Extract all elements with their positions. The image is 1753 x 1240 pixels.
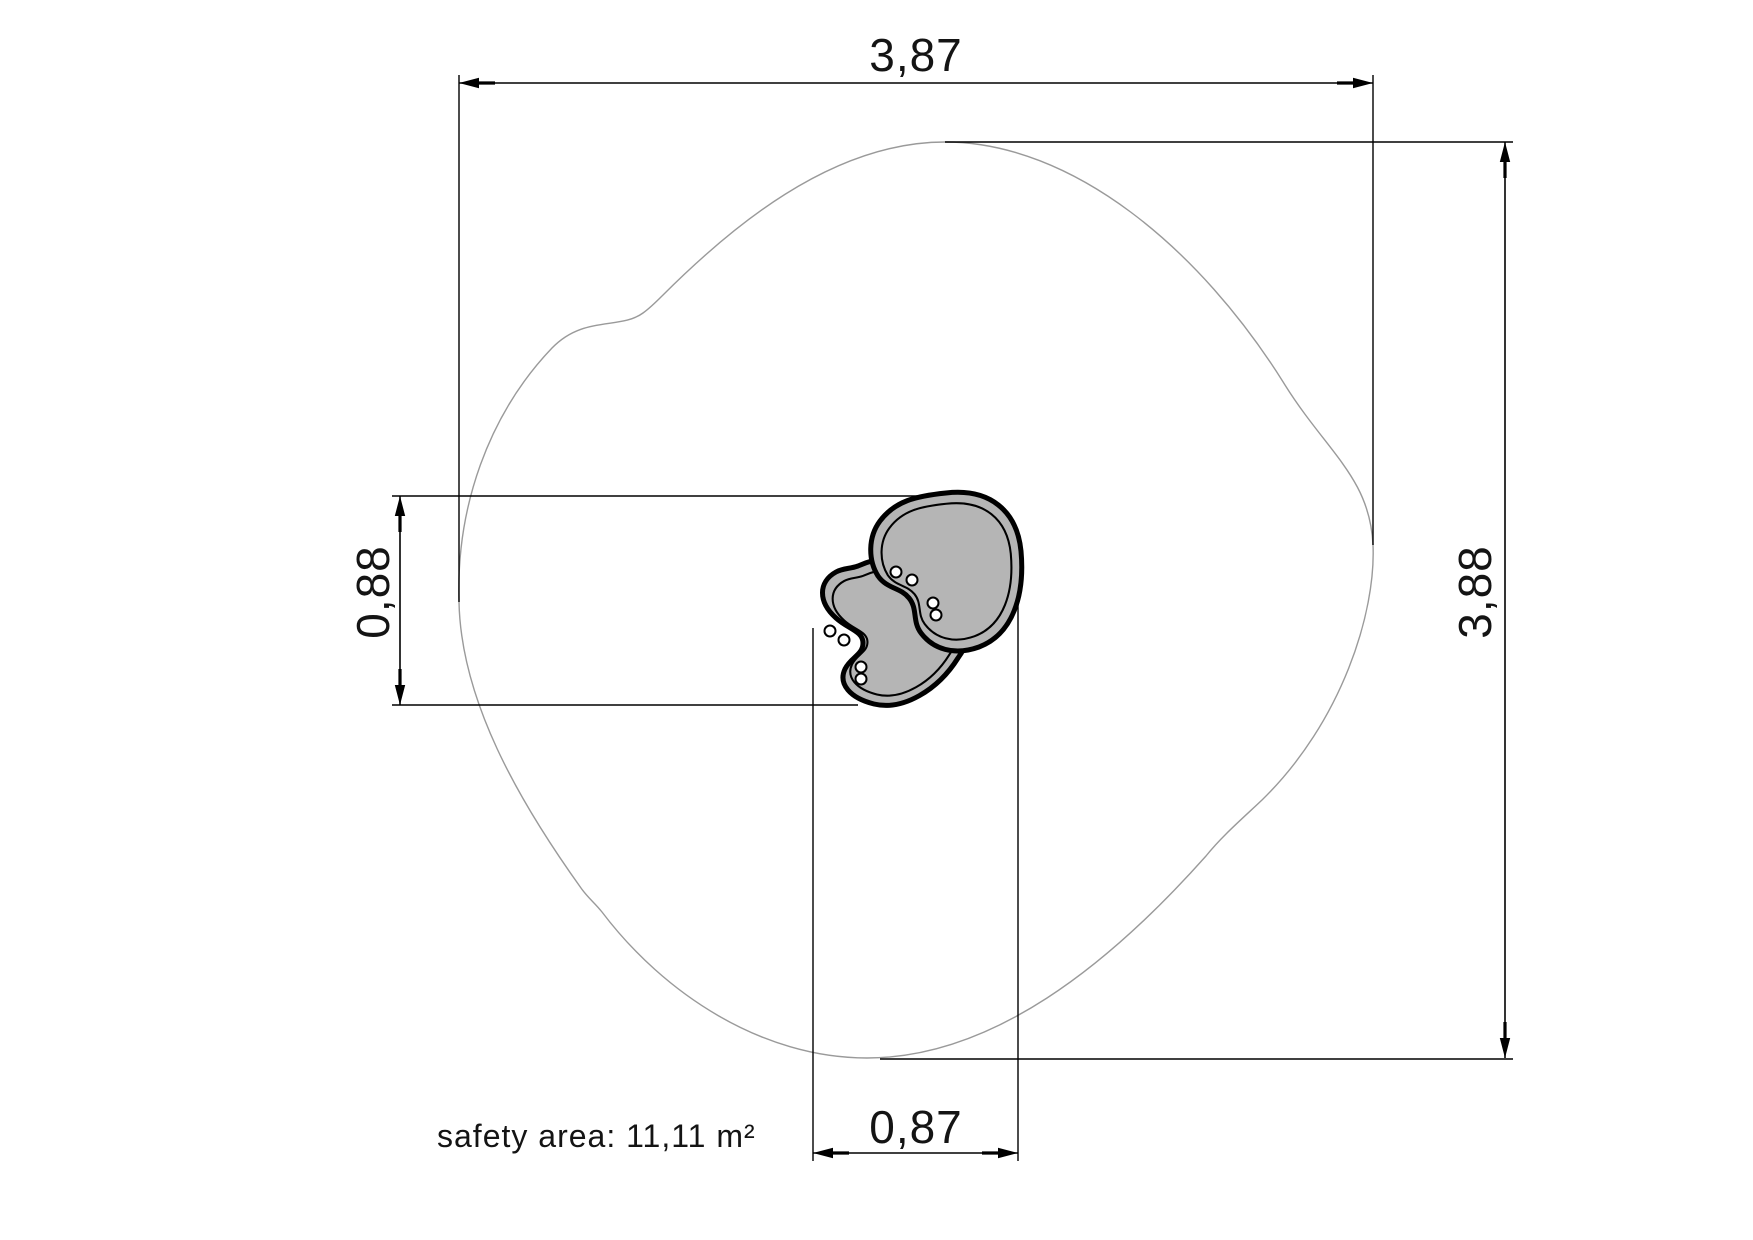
seat-upper-hole (905, 573, 919, 587)
dimension-right-label: 3,88 (1449, 545, 1501, 639)
seat-upper-hole (889, 565, 903, 579)
equipment-seat-upper (868, 489, 1025, 654)
dimension-bottom: 0,87 (813, 1101, 1018, 1159)
dimension-right: 3,88 (1449, 142, 1511, 1058)
safety-area-outline (458, 141, 1374, 1059)
seat-upper-outer-shape (868, 489, 1025, 654)
dimension-left: 0,88 (347, 496, 406, 705)
dimension-bottom-label: 0,87 (869, 1101, 963, 1153)
arrow-up-icon (394, 496, 406, 532)
arrow-right-icon (1337, 77, 1373, 89)
arrow-left-icon (813, 1147, 849, 1159)
seat-lower-hole (854, 672, 868, 686)
seat-lower-hole (854, 660, 868, 674)
seat-upper-inner-line (880, 502, 1013, 641)
arrow-up-icon (1499, 142, 1511, 178)
extension-lines (392, 75, 1513, 1161)
dimension-left-label: 0,88 (347, 545, 399, 639)
seat-upper-hole (926, 596, 940, 610)
arrow-down-icon (394, 669, 406, 705)
seat-lower-hole (837, 633, 851, 647)
equipment-footprint (820, 489, 1025, 708)
arrow-right-icon (982, 1147, 1018, 1159)
safety-area-note: safety area: 11,11 m² (437, 1118, 756, 1154)
safety-area-boundary (458, 141, 1374, 1059)
arrow-left-icon (459, 77, 495, 89)
dimension-top: 3,87 (459, 29, 1373, 89)
seat-upper-hole (929, 608, 943, 622)
arrow-down-icon (1499, 1022, 1511, 1058)
seat-lower-hole (823, 624, 837, 638)
dimension-top-label: 3,87 (869, 29, 963, 81)
